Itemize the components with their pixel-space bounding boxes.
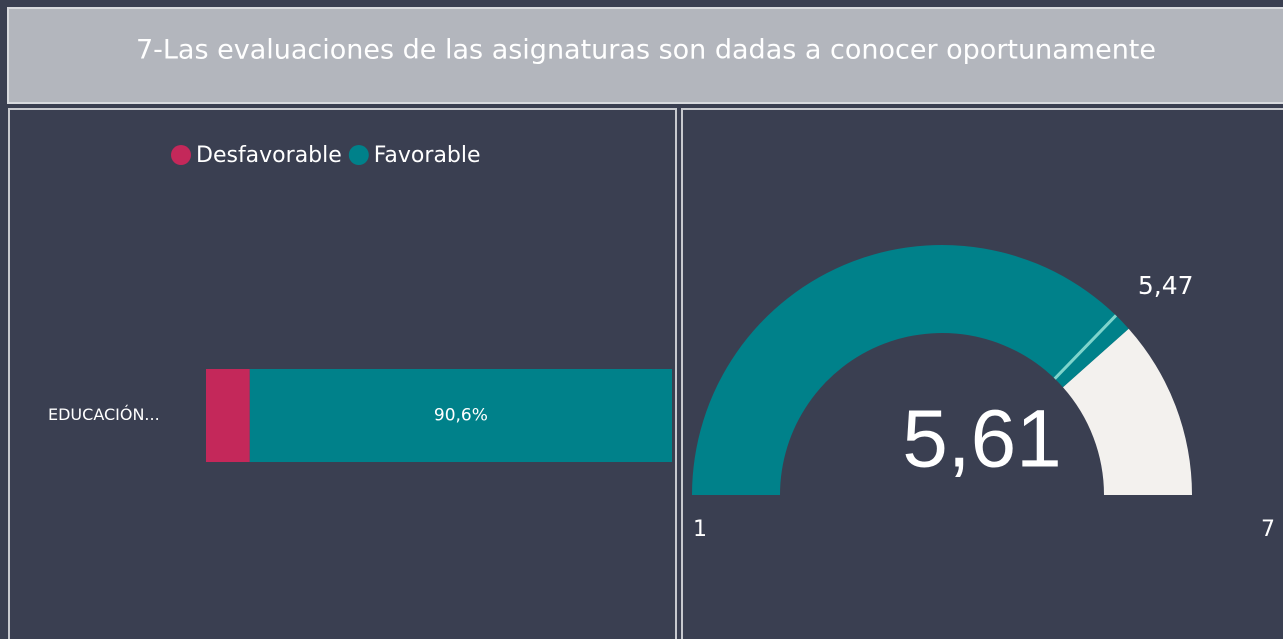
gauge-fill bbox=[692, 244, 1129, 495]
header-band bbox=[7, 7, 1283, 104]
gauge-value: 5,61 bbox=[902, 394, 1062, 485]
left-panel bbox=[8, 108, 677, 639]
gauge-track bbox=[1062, 328, 1192, 495]
target-label: 5,47 bbox=[1138, 271, 1194, 300]
data-label: 90,6% bbox=[434, 406, 488, 426]
gauge-tick-label: 1 bbox=[693, 517, 707, 542]
legend-label: Desfavorable bbox=[196, 143, 342, 168]
gauge-tick-label: 7 bbox=[1261, 517, 1275, 542]
right-panel bbox=[681, 108, 1283, 639]
legend-marker bbox=[171, 145, 191, 165]
gauge-target bbox=[1053, 314, 1118, 380]
legend-marker bbox=[348, 145, 369, 165]
bar-segment bbox=[206, 369, 250, 462]
bar-segment bbox=[249, 369, 672, 462]
category-label: EDUCACIÓN... bbox=[48, 405, 160, 424]
legend-label: Favorable bbox=[374, 143, 481, 168]
header-title: 7-Las evaluaciones de las asignaturas so… bbox=[136, 35, 1156, 66]
